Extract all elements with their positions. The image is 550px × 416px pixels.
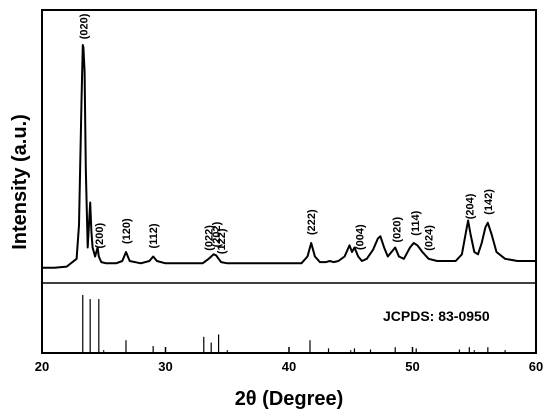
x-tick-label: 40 — [282, 359, 296, 374]
peak-label: (112) — [148, 223, 160, 248]
plot-frame — [41, 9, 537, 354]
x-axis-ticks: 20 30 40 50 60 — [35, 347, 543, 374]
reference-lines — [82, 295, 506, 353]
xrd-pattern-line — [42, 44, 536, 269]
peak-label: (202) — [211, 221, 223, 247]
reference-label: JCPDS: 83-0950 — [383, 308, 490, 324]
peak-label: (022) — [204, 225, 216, 251]
peak-label: (120) — [121, 218, 133, 244]
x-tick-label: 50 — [405, 359, 419, 374]
peak-label: (142) — [483, 189, 495, 215]
peak-label: (200) — [94, 222, 106, 248]
peak-label: (222) — [306, 209, 318, 235]
peak-label: (114) — [410, 210, 422, 235]
y-axis-title: Intensity (a.u.) — [9, 114, 31, 250]
x-axis-title: 2θ (Degree) — [235, 388, 344, 410]
peak-label: (204) — [464, 193, 476, 219]
peak-label: (020) — [78, 13, 90, 39]
peak-label: (024) — [424, 225, 436, 251]
x-tick-label: 20 — [35, 359, 49, 374]
peak-label: (020) — [391, 216, 403, 242]
peak-labels: (020) (200) (120) (112) (022)(202)(122) (222)… — [78, 13, 494, 254]
x-tick-label: 30 — [158, 359, 172, 374]
peak-label: (122) — [216, 228, 228, 254]
peak-label: (004) — [354, 224, 366, 250]
x-tick-label: 60 — [529, 359, 543, 374]
